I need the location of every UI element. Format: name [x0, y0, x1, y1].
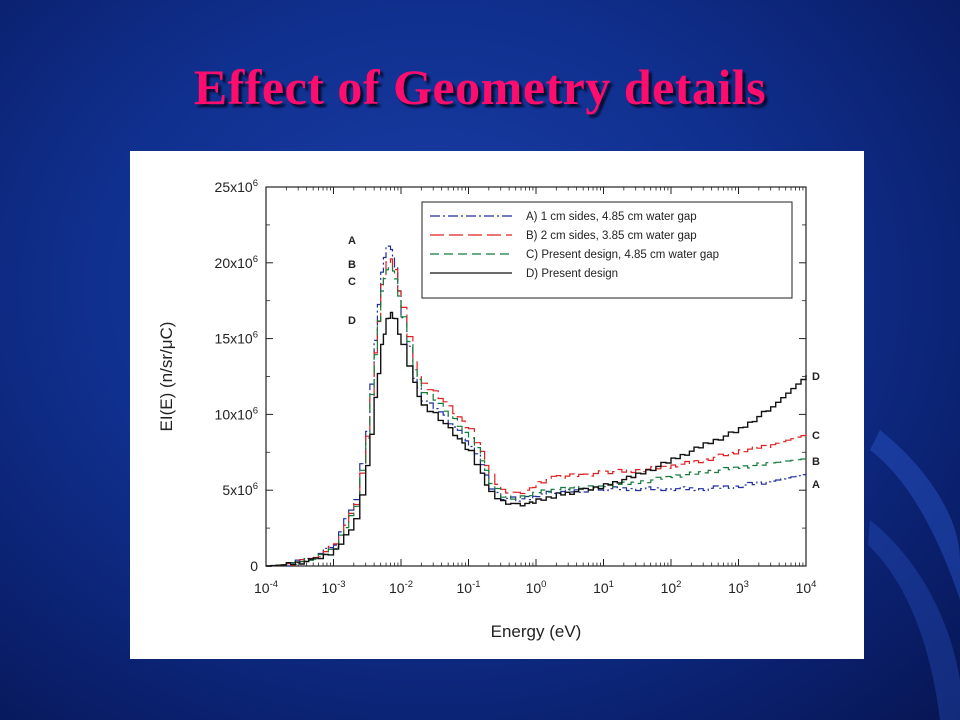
legend-box [421, 201, 793, 299]
peak-marker-b: B [348, 259, 356, 271]
x-tick-label: 102 [661, 579, 682, 596]
x-tick-label: 10-2 [389, 579, 413, 596]
y-tick-label: 10x106 [215, 405, 258, 422]
peak-marker-d: D [348, 315, 356, 327]
legend-label-a: A) 1 cm sides, 4.85 cm water gap [526, 211, 697, 223]
peak-marker-c: C [348, 276, 356, 288]
series-line-b [266, 258, 807, 567]
series-line-d [266, 311, 807, 567]
y-tick-label: 0 [250, 558, 258, 574]
legend-label-b: B) 2 cm sides, 3.85 cm water gap [526, 230, 697, 242]
x-tick-label: 10-1 [456, 579, 480, 596]
y-tick-label: 5x106 [222, 481, 258, 498]
y-axis-label: EI(E) (n/sr/μC) [157, 322, 176, 432]
x-tick-label: 100 [526, 579, 547, 596]
end-marker-c: C [812, 430, 820, 442]
x-tick-label: 101 [593, 579, 614, 596]
chart-figure: 10-4 10-3 10-2 10-1 100 101 102 103 104 0 5x106 10x… [130, 151, 864, 659]
series-line-a [266, 245, 807, 567]
legend-label-d: D) Present design [526, 268, 618, 280]
x-tick-label: 10-4 [254, 579, 278, 596]
chart-svg: 10-4 10-3 10-2 10-1 100 101 102 103 104 0 5x106 10x… [157, 178, 820, 641]
y-tick-label: 25x106 [215, 178, 258, 195]
slide-title: Effect of Geometry details [193, 59, 767, 115]
end-marker-d: D [812, 371, 820, 383]
peak-marker-a: A [348, 235, 356, 247]
y-tick-label: 15x106 [215, 330, 258, 347]
y-tick-label: 20x106 [215, 254, 258, 271]
end-marker-a: A [812, 479, 820, 491]
x-tick-label: 10-3 [321, 579, 345, 596]
x-tick-label: 103 [728, 579, 749, 596]
x-axis-label: Energy (eV) [491, 622, 582, 641]
x-tick-label: 104 [796, 579, 817, 596]
end-marker-b: B [812, 456, 820, 468]
series-line-c [266, 265, 807, 567]
legend-label-c: C) Present design, 4.85 cm water gap [526, 249, 719, 261]
